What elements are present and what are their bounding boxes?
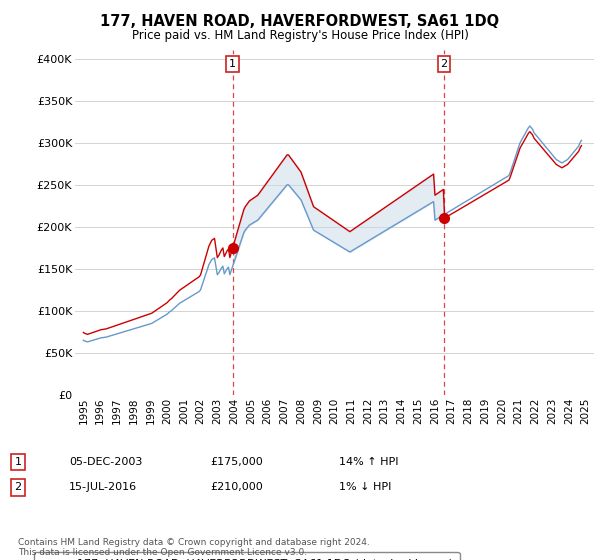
Legend: 177, HAVEN ROAD, HAVERFORDWEST, SA61 1DQ (detached house), HPI: Average price, d: 177, HAVEN ROAD, HAVERFORDWEST, SA61 1DQ… [34,552,460,560]
Text: 177, HAVEN ROAD, HAVERFORDWEST, SA61 1DQ: 177, HAVEN ROAD, HAVERFORDWEST, SA61 1DQ [100,14,500,29]
Text: 15-JUL-2016: 15-JUL-2016 [69,482,137,492]
Text: £175,000: £175,000 [210,457,263,467]
Text: 14% ↑ HPI: 14% ↑ HPI [339,457,398,467]
Text: £210,000: £210,000 [210,482,263,492]
Text: Contains HM Land Registry data © Crown copyright and database right 2024.
This d: Contains HM Land Registry data © Crown c… [18,538,370,557]
Text: Price paid vs. HM Land Registry's House Price Index (HPI): Price paid vs. HM Land Registry's House … [131,29,469,42]
Text: 1: 1 [229,59,236,69]
Text: 2: 2 [440,59,448,69]
Text: 1% ↓ HPI: 1% ↓ HPI [339,482,391,492]
Text: 05-DEC-2003: 05-DEC-2003 [69,457,142,467]
Text: 2: 2 [14,482,22,492]
Text: 1: 1 [14,457,22,467]
